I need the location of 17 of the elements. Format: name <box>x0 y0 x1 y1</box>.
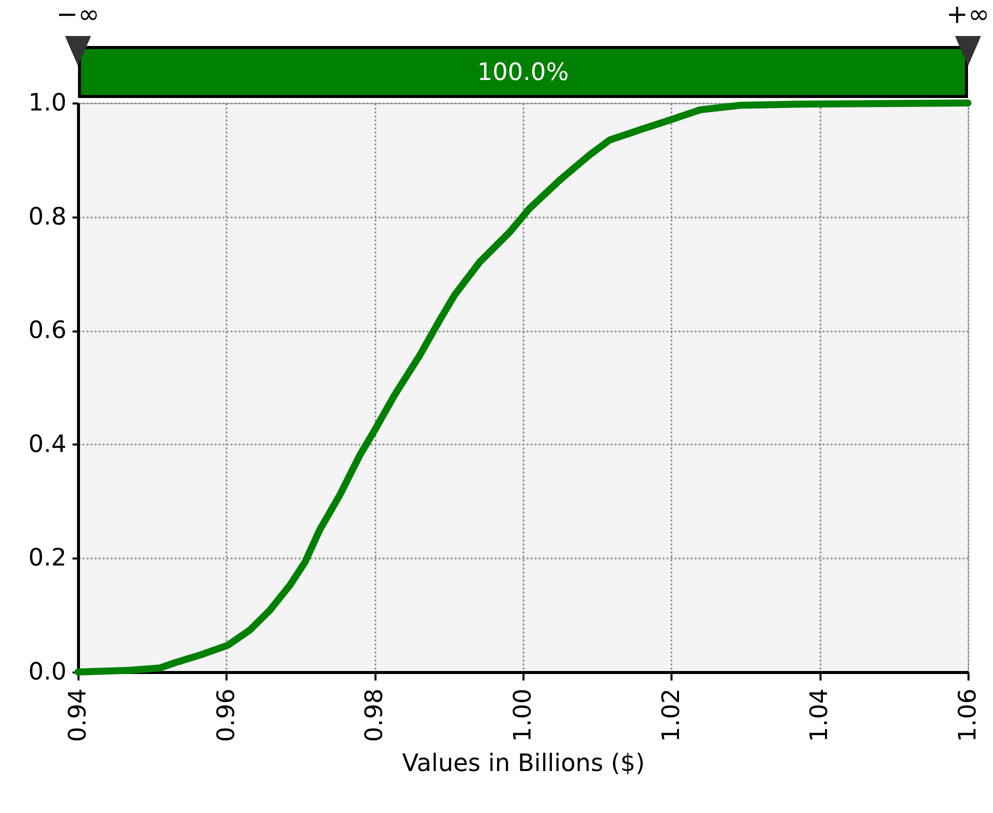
text: +∞ <box>946 0 990 30</box>
x-tick-label: 0.98 <box>360 688 388 742</box>
x-tick-label: 1.06 <box>954 688 982 742</box>
y-tick-label: 0.2 <box>28 544 66 572</box>
y-tick-label: 0.0 <box>28 658 66 686</box>
x-tick-label: 0.96 <box>212 688 240 742</box>
x-tick-label: 0.94 <box>64 688 92 742</box>
text: −∞ <box>56 0 100 30</box>
x-axis-title: Values in Billions ($) <box>402 748 645 777</box>
text: 100.0% <box>78 46 968 98</box>
y-tick-label: 0.4 <box>28 430 66 458</box>
y-tick-label: 0.6 <box>28 316 66 344</box>
x-tick-label: 1.04 <box>805 688 834 742</box>
y-tick-label: 0.8 <box>28 202 66 230</box>
y-tick-label: 1.0 <box>28 88 66 116</box>
x-tick-label: 1.02 <box>656 688 685 742</box>
x-tick-label: 1.00 <box>508 688 536 742</box>
